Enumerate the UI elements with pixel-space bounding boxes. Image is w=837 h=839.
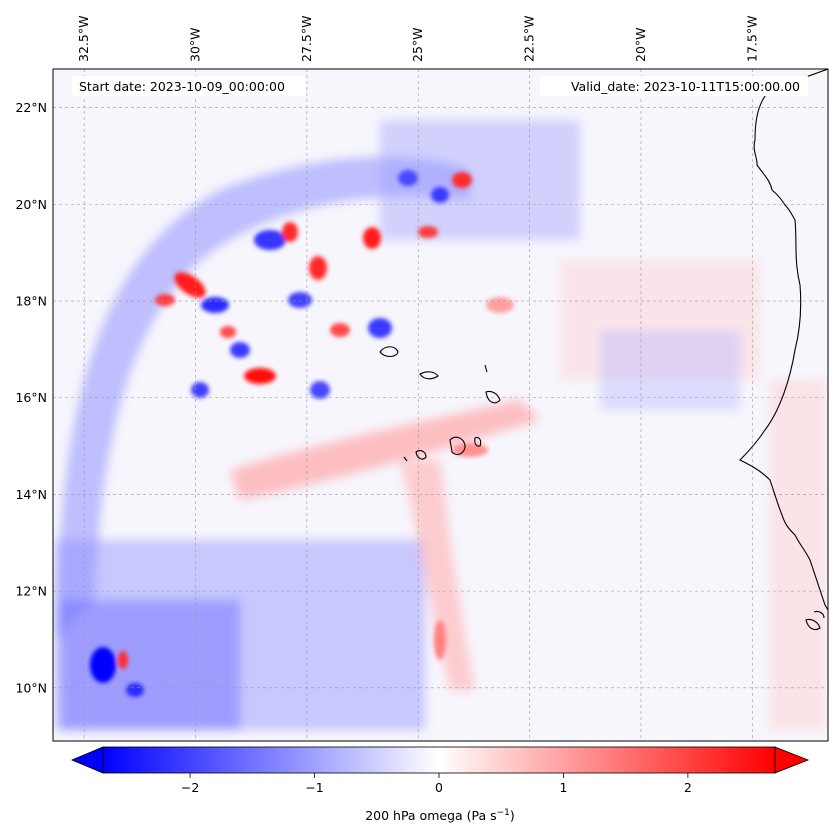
ascent-strip-east xyxy=(770,380,825,730)
omega-field xyxy=(55,120,825,730)
map-panel: Start date: 2023-10-09_00:00:00 Valid_da… xyxy=(52,68,829,742)
colorbar-label: 200 hPa omega (Pa s−1) xyxy=(365,808,515,823)
ascent-cell xyxy=(155,294,175,306)
valid-date-box xyxy=(540,76,808,96)
colorbar-ticks: −2 −1 0 1 2 xyxy=(181,773,692,795)
coastlines xyxy=(379,69,828,631)
cape-verde-island xyxy=(484,364,488,373)
cape-verde-island xyxy=(485,390,501,404)
ascent-band-central xyxy=(230,400,540,500)
start-date-box xyxy=(72,76,306,96)
descent-region-east xyxy=(600,330,740,410)
cape-verde-island xyxy=(415,450,427,460)
longitude-labels: 32.5°W 30°W 27.5°W 25°W 22.5°W 20°W 17.5°W xyxy=(76,16,759,62)
gridlines xyxy=(53,69,828,741)
colorbar-tick-label: 2 xyxy=(684,780,692,795)
lat-tick-label: 12°N xyxy=(15,584,47,599)
ascent-cell xyxy=(220,326,236,338)
descent-cell-strong xyxy=(90,647,116,683)
ascent-cell xyxy=(282,222,298,242)
lon-tick-label: 30°W xyxy=(188,27,203,62)
ascent-cell xyxy=(486,297,514,313)
start-date-label: Start date: 2023-10-09_00:00:00 xyxy=(79,79,285,94)
descent-cell xyxy=(191,382,209,398)
descent-cell xyxy=(254,230,286,250)
lon-tick-label: 22.5°W xyxy=(522,16,537,62)
cape-verde-island xyxy=(403,456,408,462)
ascent-cell xyxy=(418,226,438,238)
colorbar-tick-label: 1 xyxy=(559,780,567,795)
descent-cell xyxy=(230,342,250,358)
cape-verde-island xyxy=(474,436,482,447)
lat-tick-label: 14°N xyxy=(15,487,47,502)
colorbar-bar xyxy=(102,746,776,774)
lon-tick-label: 17.5°W xyxy=(744,16,759,62)
ascent-cell xyxy=(330,323,350,337)
colorbar-tick-label: 0 xyxy=(435,780,443,795)
lon-tick-label: 27.5°W xyxy=(299,16,314,62)
ascent-cell xyxy=(118,651,128,669)
colorbar: −2 −1 0 1 2 200 hPa omega (Pa s−1) xyxy=(70,746,810,823)
ascent-cell xyxy=(452,172,472,188)
valid-date-label: Valid_date: 2023-10-11T15:00:00.00 xyxy=(571,79,800,94)
colorbar-tick-label: −1 xyxy=(305,780,323,795)
ascent-cell xyxy=(434,620,446,660)
colorbar-tick-label: −2 xyxy=(181,780,199,795)
ascent-cell xyxy=(309,256,327,280)
map-frame xyxy=(52,68,829,742)
lat-tick-label: 10°N xyxy=(15,680,47,695)
ascent-cell xyxy=(244,368,276,384)
cape-verde-island xyxy=(379,346,399,358)
ascent-cell xyxy=(174,272,206,298)
colorbar-extend-high xyxy=(774,746,810,774)
cape-verde-island xyxy=(449,436,466,455)
colorbar-extend-low xyxy=(70,746,104,774)
lon-tick-label: 20°W xyxy=(633,27,648,62)
lat-tick-label: 16°N xyxy=(15,390,47,405)
descent-cell xyxy=(288,292,312,308)
lat-tick-label: 22°N xyxy=(15,100,47,115)
africa-coastline xyxy=(739,69,828,611)
bijagos-islands xyxy=(805,610,825,631)
latitude-labels: 22°N 20°N 18°N 16°N 14°N 12°N 10°N xyxy=(15,100,47,695)
descent-cell xyxy=(201,297,229,313)
descent-cell xyxy=(431,187,449,203)
descent-region-southwest xyxy=(60,600,240,730)
lat-tick-label: 20°N xyxy=(15,197,47,212)
lon-tick-label: 32.5°W xyxy=(76,16,91,62)
lon-tick-label: 25°W xyxy=(410,27,425,62)
descent-cell xyxy=(310,381,330,399)
cape-verde-island xyxy=(419,371,439,380)
descent-cell xyxy=(368,318,392,338)
descent-cell xyxy=(126,683,144,697)
ascent-plume-south xyxy=(400,460,475,690)
lat-tick-label: 18°N xyxy=(15,294,47,309)
descent-cell xyxy=(398,170,418,186)
ascent-cell xyxy=(363,227,381,249)
descent-arc-west xyxy=(55,156,470,640)
